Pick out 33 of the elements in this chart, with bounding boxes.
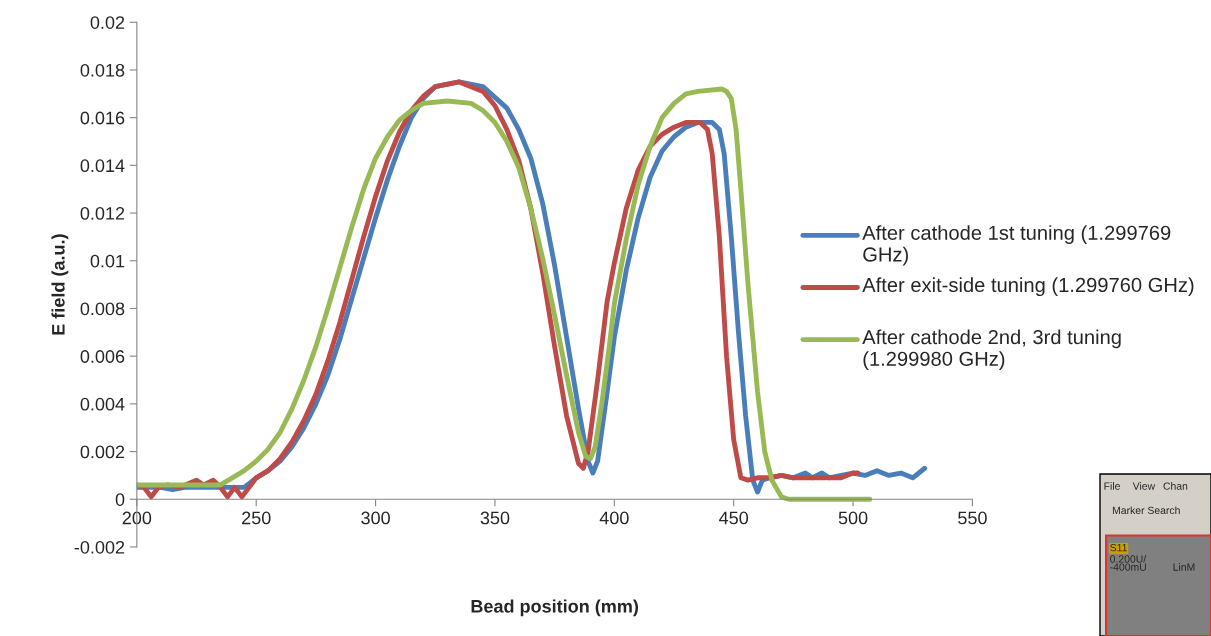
x-tick-label: 200 (122, 511, 152, 525)
text: Chan (1163, 482, 1188, 490)
y-tick-label: 0.012 (80, 206, 125, 220)
y-tick-label: 0.018 (80, 63, 125, 77)
y-tick-label: 0 (115, 493, 125, 506)
y-tick-label: 0.016 (80, 111, 125, 125)
x-tick-label: 350 (480, 511, 510, 525)
text: LinM (1173, 563, 1195, 571)
y-tick-label: 0.004 (80, 397, 125, 411)
x-axis-title: Bead position (mm) (471, 599, 639, 617)
legend-label: After exit-side tuning (1.299760 GHz) (862, 277, 1194, 297)
y-tick-label: 0.002 (80, 445, 125, 459)
y-tick-label: 0.01 (90, 254, 125, 268)
legend-label: After cathode 1st tuning (1.299769 GHz) (862, 225, 1171, 266)
y-tick-label: 0.008 (80, 302, 125, 316)
x-tick-label: 550 (958, 511, 987, 525)
text: S11 (1110, 543, 1127, 552)
x-tick-label: 500 (838, 511, 868, 525)
text: File (1104, 482, 1120, 490)
y-tick-label: 0.014 (80, 159, 125, 173)
text: View (1132, 482, 1156, 490)
y-tick-label: 0.02 (90, 16, 125, 29)
text: -400mU (1110, 563, 1146, 571)
text: Marker Search (1112, 506, 1180, 515)
x-tick-label: 450 (719, 511, 749, 525)
legend-label: After cathode 2nd, 3rd tuning (1.299980 GHz) (862, 329, 1121, 370)
x-tick-label: 400 (599, 511, 629, 525)
text: 0.200U/ (1110, 555, 1147, 563)
x-tick-label: 300 (361, 511, 390, 525)
y-tick-label: 0.006 (80, 350, 125, 363)
x-tick-label: 250 (242, 511, 271, 525)
y-axis-title: E field (a.u.) (51, 234, 69, 335)
y-tick-label: -0.002 (74, 540, 125, 554)
